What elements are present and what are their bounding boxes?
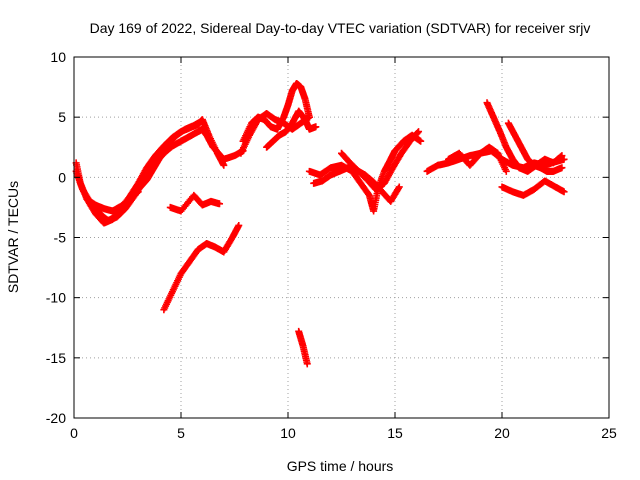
data-point <box>220 161 228 169</box>
data-point <box>394 184 402 192</box>
data-point <box>417 137 425 145</box>
series-arc6 <box>160 221 243 314</box>
series-arc13 <box>338 128 423 193</box>
data-point <box>196 118 204 126</box>
data-point <box>216 200 224 208</box>
grid <box>74 57 609 418</box>
data-point <box>414 129 422 137</box>
series-arc4 <box>83 188 142 215</box>
data-point <box>502 167 510 175</box>
y-tick-label: 10 <box>50 49 66 65</box>
y-tick-label: 5 <box>58 109 66 125</box>
data-point <box>560 188 568 196</box>
x-tick-label: 25 <box>601 425 617 441</box>
series-arc9 <box>263 107 320 151</box>
data-point <box>303 360 311 368</box>
series-arc16 <box>483 99 566 175</box>
axis-ticks: 0 5 10 15 20 25 -20 -15 -10 -5 0 5 10 <box>46 49 617 441</box>
data-point <box>415 128 423 136</box>
data-points <box>72 79 568 368</box>
series-arc18 <box>504 119 566 175</box>
y-axis-label: SDTVAR / TECUs <box>5 181 21 293</box>
series-arc10 <box>295 327 311 368</box>
data-point <box>558 164 566 172</box>
x-tick-label: 15 <box>387 425 403 441</box>
chart-title: Day 169 of 2022, Sidereal Day-to-day VTE… <box>90 20 591 36</box>
data-point <box>558 152 566 160</box>
x-tick-label: 5 <box>177 425 185 441</box>
y-tick-label: -5 <box>54 230 67 246</box>
series-arc15 <box>445 143 510 175</box>
series-arc3 <box>91 125 247 225</box>
series-arc11 <box>305 131 425 215</box>
series-arc5 <box>166 191 224 215</box>
data-point <box>312 123 320 131</box>
x-axis-label: GPS time / hours <box>287 458 394 474</box>
y-tick-label: -15 <box>46 350 66 366</box>
series-arc8 <box>239 79 313 145</box>
series-arc17 <box>498 177 568 199</box>
x-tick-label: 20 <box>494 425 510 441</box>
data-point <box>134 188 142 196</box>
x-tick-label: 10 <box>280 425 296 441</box>
data-point <box>395 183 403 191</box>
y-tick-label: -10 <box>46 290 66 306</box>
y-tick-label: -20 <box>46 410 66 426</box>
y-tick-label: 0 <box>58 169 66 185</box>
data-point <box>235 221 243 229</box>
x-tick-label: 0 <box>70 425 78 441</box>
